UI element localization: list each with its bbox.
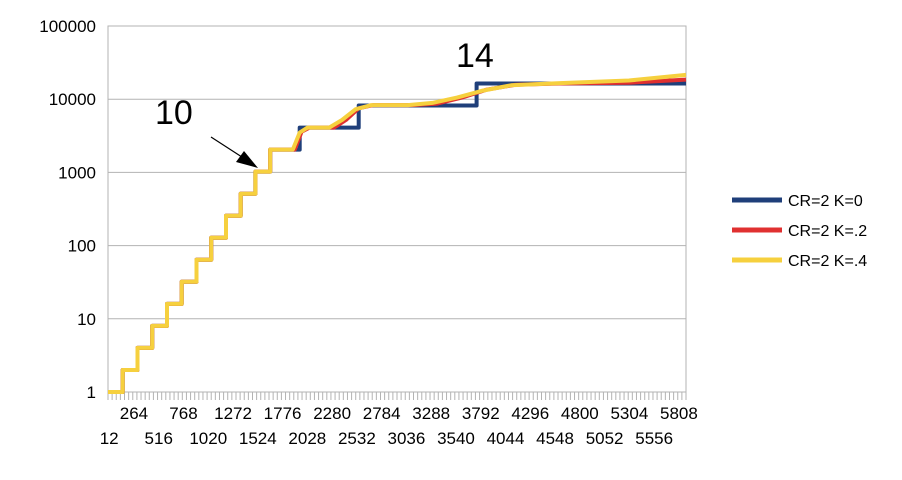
x-tick-label: 768 [169,404,197,423]
y-tick-label: 1000 [58,163,96,182]
series-lines [108,72,687,394]
y-tick-label: 100000 [39,17,96,36]
y-tick-label: 100 [68,237,96,256]
x-tick-label: 3288 [412,404,450,423]
x-tick-label: 264 [120,404,148,423]
x-tick-label: 3540 [437,429,475,448]
annotation-arrow-shaft [210,136,246,160]
x-tick-label: 4044 [487,429,525,448]
annotations: 10 14 [155,37,494,168]
x-tick-label: 4296 [511,404,549,423]
x-tick-label: 2532 [338,429,376,448]
x-tick-label: 516 [145,429,173,448]
legend-label: CR=2 K=.2 [788,223,867,240]
y-tick-label: 10000 [49,90,96,109]
x-tick-label: 5304 [610,404,648,423]
series-line [108,72,687,394]
series-line [108,81,686,394]
annotation-label: 10 [155,94,193,132]
x-tick-label: 2784 [363,404,401,423]
x-tick-label: 5556 [635,429,673,448]
x-tick-label: 5808 [660,404,698,423]
x-tick-label: 2280 [313,404,351,423]
x-minor-ticks [107,392,687,400]
x-tick-label: 12 [100,429,119,448]
x-tick-label: 5052 [586,429,624,448]
x-tick-label: 1776 [264,404,302,423]
series-line [108,77,687,394]
x-tick-label: 2028 [288,429,326,448]
x-tick-label: 1020 [189,429,227,448]
legend-label: CR=2 K=.4 [788,253,867,270]
y-tick-label: 10 [77,310,96,329]
y-tick-labels: 1 10 100 1000 10000 100000 [39,17,96,402]
annotation-label: 14 [456,37,494,75]
x-tick-label: 3792 [462,404,500,423]
legend-label: CR=2 K=0 [788,193,863,210]
y-tick-label: 1 [87,383,96,402]
x-tick-label: 4800 [561,404,599,423]
annotation-arrow-head [236,151,258,168]
legend: CR=2 K=0 CR=2 K=.2 CR=2 K=.4 [732,193,867,270]
x-tick-label: 1272 [214,404,252,423]
x-tick-label: 3036 [388,429,426,448]
x-tick-label: 4548 [536,429,574,448]
x-tick-label: 1524 [239,429,277,448]
x-tick-labels: 264 768 1272 1776 2280 2784 3288 3792 4296 4800 53… [100,404,698,448]
